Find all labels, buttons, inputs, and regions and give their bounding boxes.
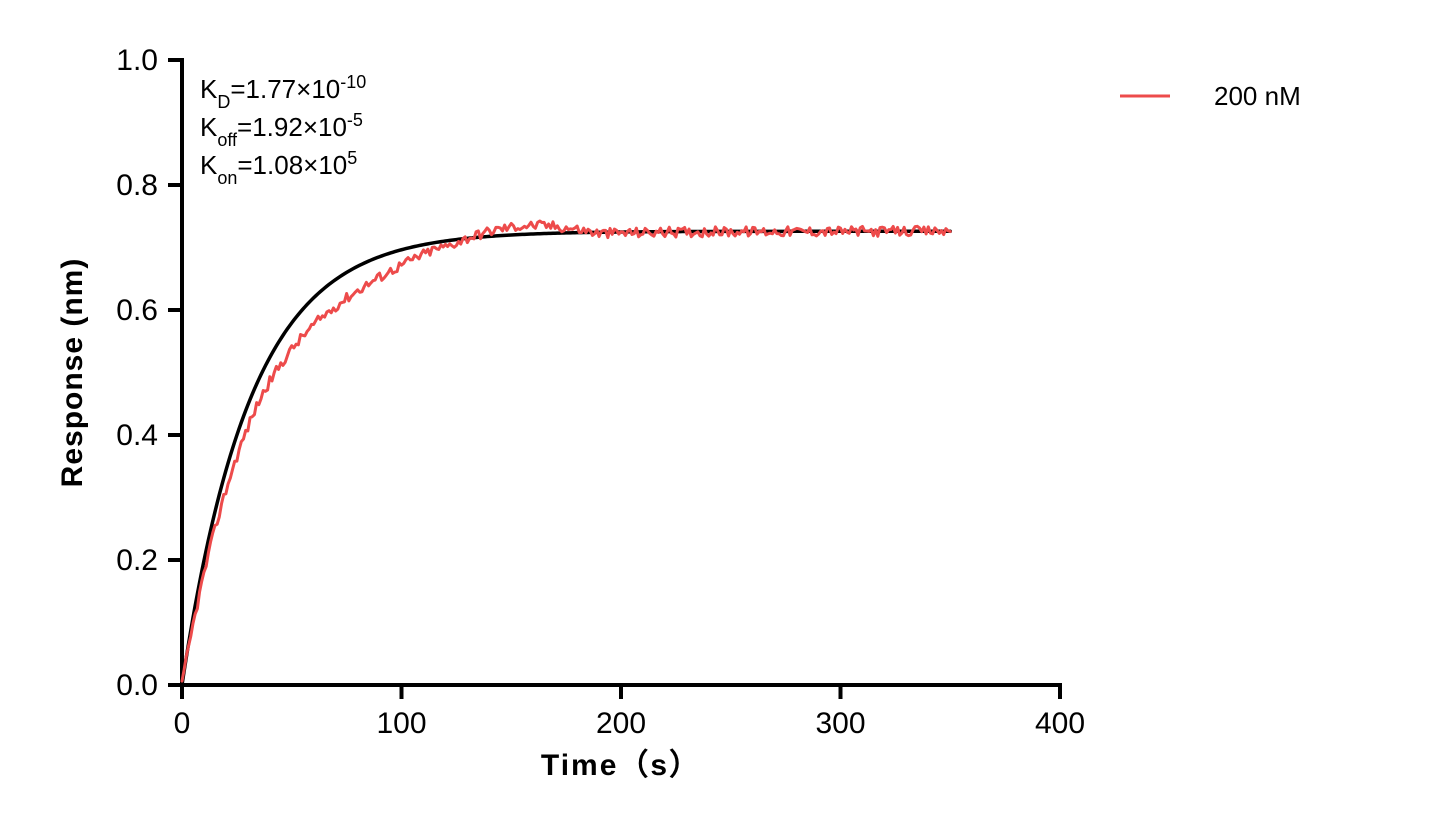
y-tick-label: 0.0 [116, 669, 158, 702]
x-tick-label: 300 [815, 707, 865, 740]
y-tick-label: 0.6 [116, 294, 158, 327]
legend-label: 200 nM [1214, 81, 1301, 111]
x-axis-label: Time（s） [541, 748, 701, 782]
y-tick-label: 0.8 [116, 169, 158, 202]
x-tick-label: 0 [174, 707, 191, 740]
x-tick-label: 400 [1035, 707, 1085, 740]
y-tick-label: 1.0 [116, 44, 158, 77]
binding-kinetics-chart: 0 100 200 300 400 0.0 0.2 0.4 0.6 0.8 1.0 Time（s） Re… [0, 0, 1438, 825]
y-tick-label: 0.2 [116, 544, 158, 577]
x-tick-label: 200 [596, 707, 646, 740]
y-tick-label: 0.4 [116, 419, 158, 452]
x-tick-label: 100 [376, 707, 426, 740]
chart-svg: 0 100 200 300 400 0.0 0.2 0.4 0.6 0.8 1.0 Time（s） Re… [0, 0, 1438, 825]
y-axis-label: Response (nm) [56, 258, 89, 488]
